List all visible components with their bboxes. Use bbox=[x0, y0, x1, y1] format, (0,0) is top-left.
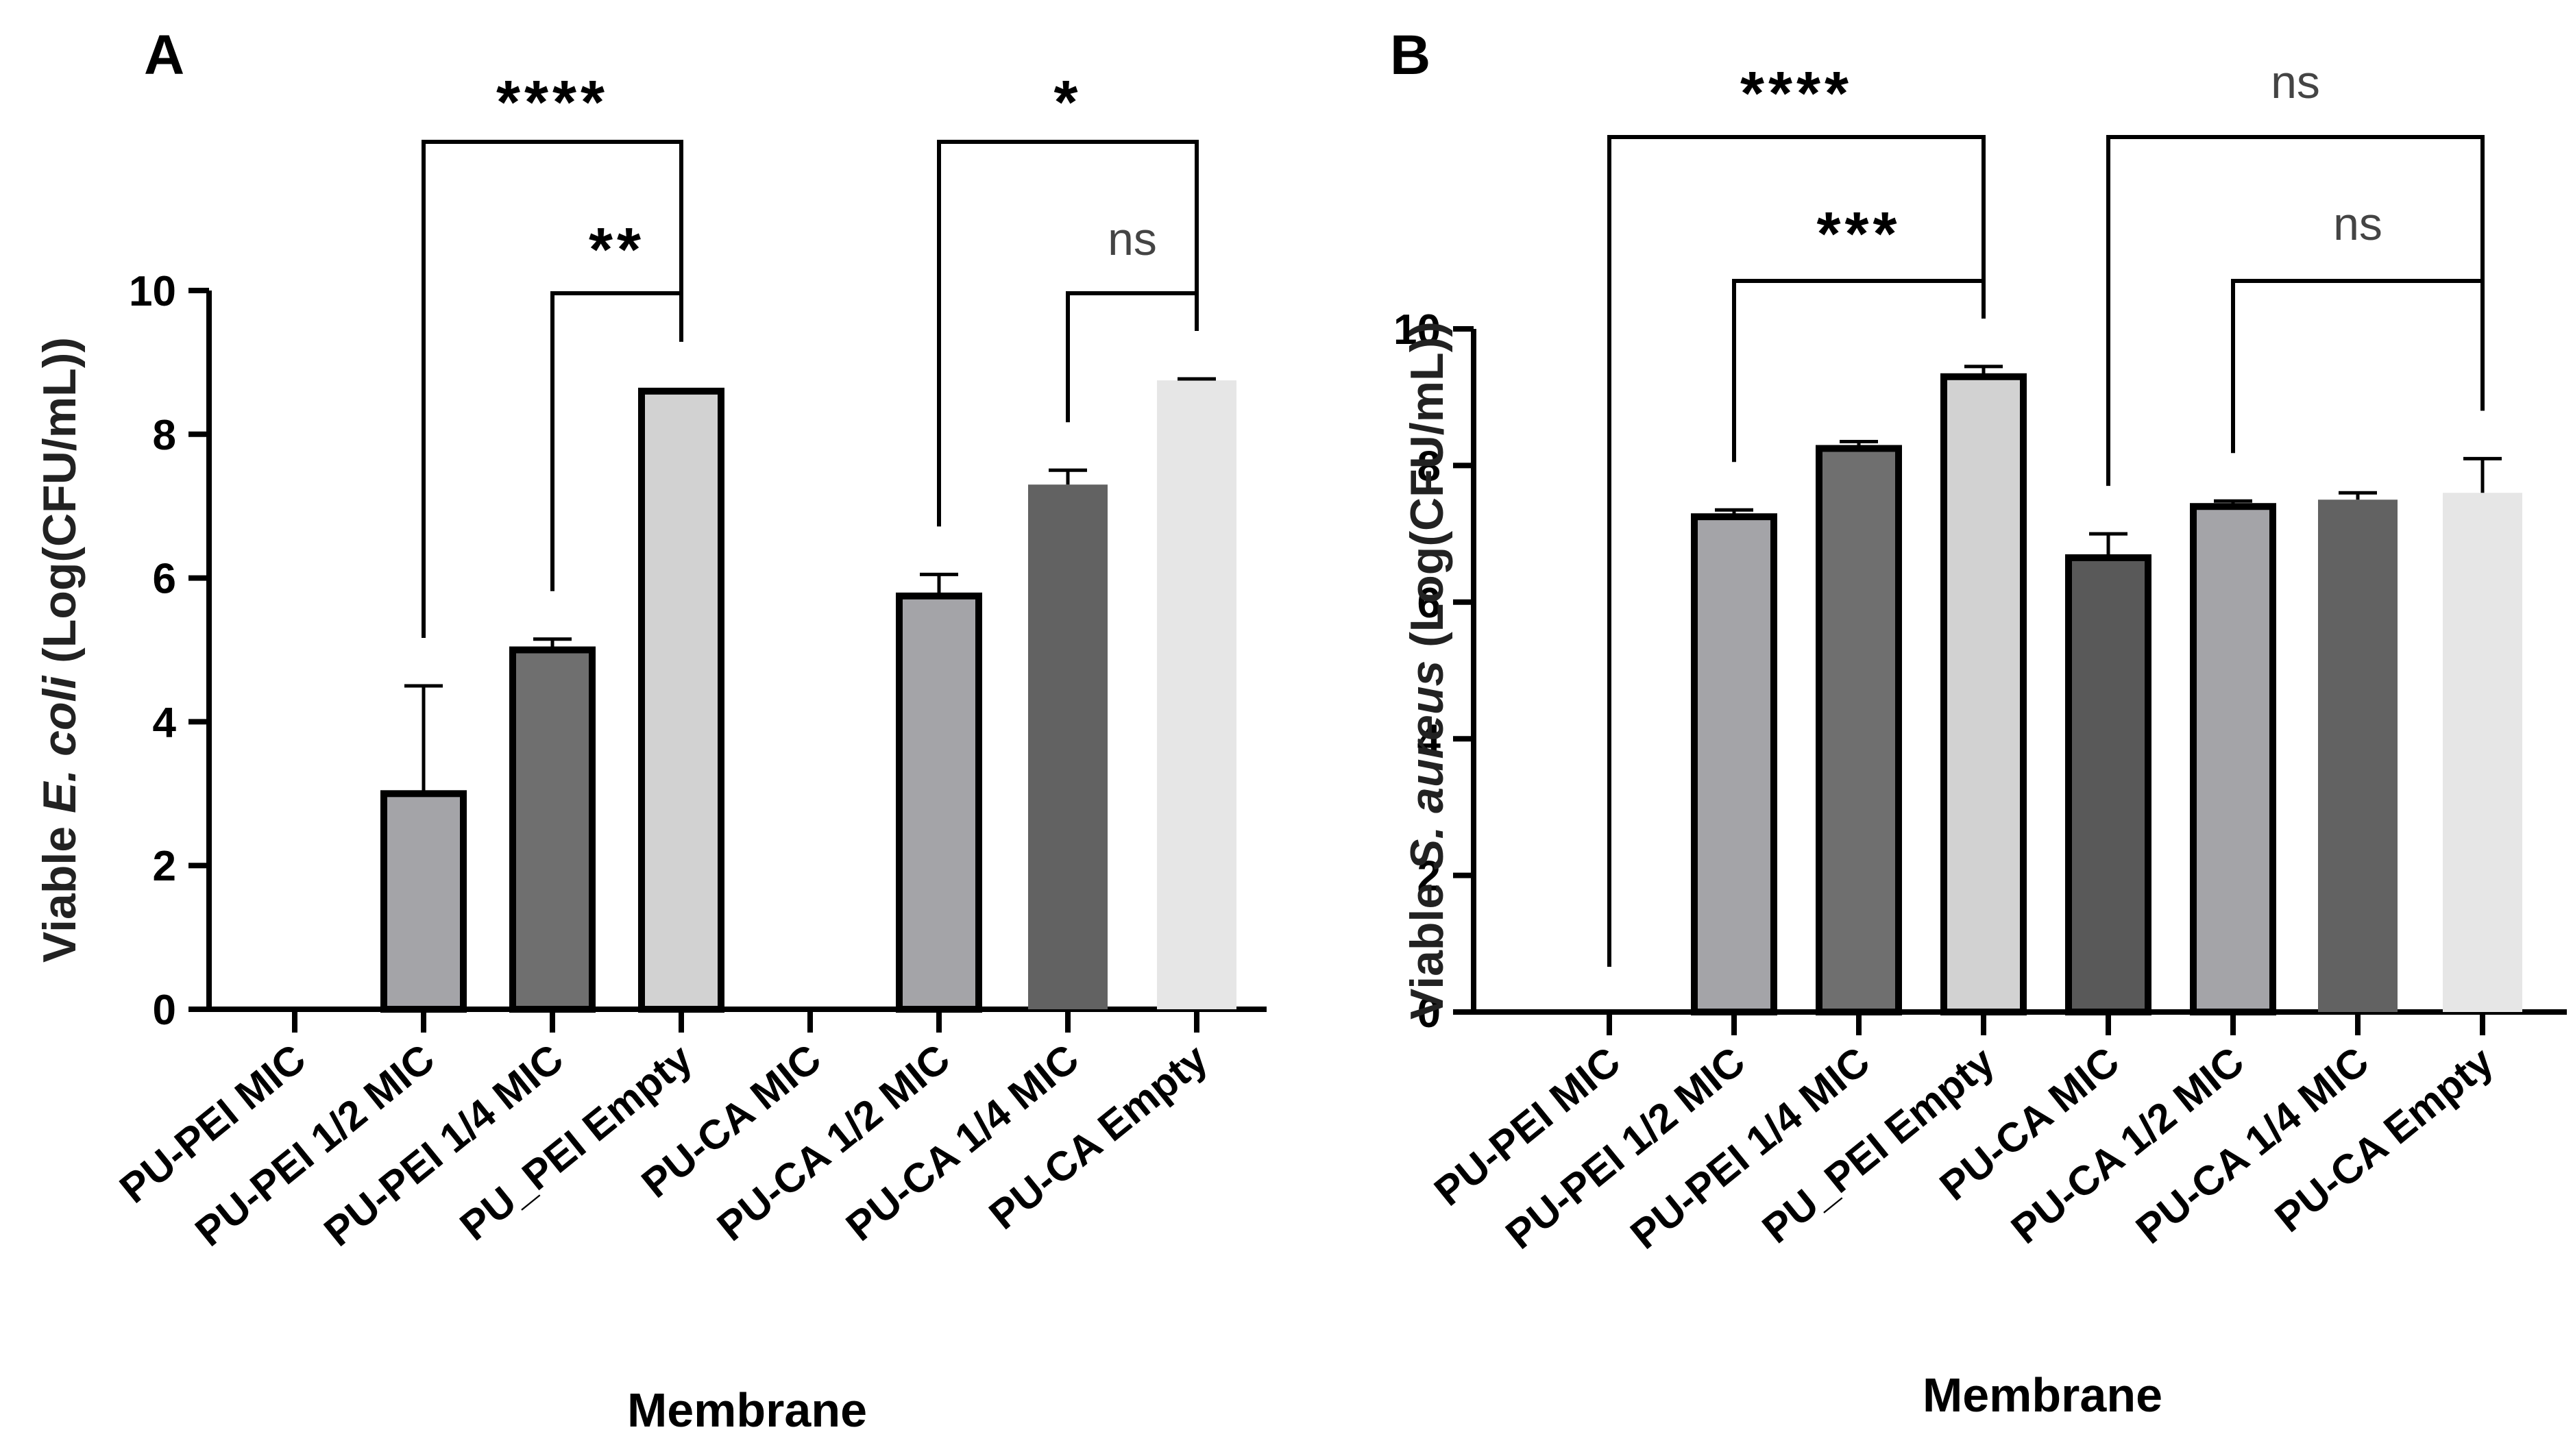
y-axis-label-part: (Log(CFU/mL)) bbox=[34, 337, 86, 676]
y-tick-label: 0 bbox=[153, 987, 176, 1034]
panel-letter: A bbox=[144, 24, 184, 86]
significance-label: * bbox=[1053, 69, 1082, 137]
y-tick-label: 6 bbox=[1417, 580, 1441, 627]
bar bbox=[896, 592, 982, 1013]
bar bbox=[509, 646, 596, 1013]
x-axis-label: Membrane bbox=[1923, 1368, 2162, 1422]
x-tick-label: PU_PEI Empty bbox=[452, 1035, 701, 1250]
bar bbox=[638, 387, 724, 1013]
y-tick-label: 8 bbox=[153, 412, 176, 459]
bar bbox=[2065, 554, 2151, 1015]
x-axis-label: Membrane bbox=[627, 1383, 867, 1437]
x-tick-label: PU-PEI 1/2 MIC bbox=[186, 1035, 443, 1255]
significance-bracket bbox=[422, 140, 683, 638]
bar bbox=[1157, 380, 1236, 1009]
significance-bracket bbox=[1732, 279, 1986, 462]
significance-label: **** bbox=[496, 69, 609, 137]
y-axis-label-part: (Log(CFU/mL)) bbox=[1401, 321, 1453, 661]
y-axis-label-part: Viable bbox=[34, 813, 86, 963]
y-axis-label-part: S. aureus bbox=[1401, 661, 1453, 870]
significance-bracket bbox=[1607, 135, 1986, 967]
significance-bracket bbox=[2106, 135, 2485, 486]
y-axis-label: Viable E. coli (Log(CFU/mL)) bbox=[34, 337, 86, 963]
bar bbox=[1028, 484, 1108, 1009]
y-axis-label: Viable S. aureus (Log(CFU/mL)) bbox=[1401, 321, 1453, 1020]
significance-label: ** bbox=[589, 216, 645, 284]
bar bbox=[2318, 499, 2398, 1012]
x-tick-label: PU-CA Empty bbox=[2267, 1038, 2502, 1242]
bar bbox=[1940, 373, 2027, 1015]
y-tick-label: 4 bbox=[153, 699, 177, 746]
y-axis-label-part: E. coli bbox=[34, 675, 86, 813]
significance-label: **** bbox=[1740, 60, 1853, 128]
y-tick-label: 0 bbox=[1417, 989, 1441, 1037]
y-tick-label: 6 bbox=[153, 556, 176, 603]
chart-panel-a: A 0 2 4 6 8 10 Viable E. coli (Log(CFU/mL)) PU-P… bbox=[34, 24, 1267, 1437]
x-tick-label: PU-PEI 1/4 MIC bbox=[315, 1035, 572, 1255]
y-tick-label: 2 bbox=[1417, 853, 1441, 900]
y-axis-label-part: Viable bbox=[1401, 870, 1453, 1020]
y-tick-label: 10 bbox=[129, 268, 176, 315]
panel-letter: B bbox=[1390, 24, 1430, 86]
bar bbox=[1816, 445, 1902, 1015]
significance-bracket bbox=[1066, 291, 1199, 423]
bar bbox=[380, 790, 467, 1013]
y-tick-label: 8 bbox=[1417, 443, 1441, 490]
y-tick-label: 10 bbox=[1393, 306, 1441, 354]
significance-label: ns bbox=[2333, 198, 2382, 250]
significance-label: ns bbox=[1108, 213, 1157, 265]
x-tick-label: PU-CA Empty bbox=[981, 1035, 1217, 1239]
significance-bracket bbox=[937, 140, 1199, 527]
y-tick-label: 4 bbox=[1417, 716, 1441, 763]
significance-label: *** bbox=[1816, 200, 1901, 269]
bar bbox=[1691, 513, 1777, 1015]
bar bbox=[2443, 493, 2522, 1012]
bar bbox=[2190, 503, 2276, 1015]
significance-bracket bbox=[2231, 279, 2485, 454]
x-tick-label: PU-CA 1/4 MIC bbox=[838, 1035, 1087, 1250]
y-tick-label: 2 bbox=[153, 843, 176, 890]
x-tick-label: PU-CA 1/2 MIC bbox=[709, 1035, 958, 1250]
significance-label: ns bbox=[2271, 56, 2320, 108]
significance-bracket bbox=[550, 291, 683, 591]
